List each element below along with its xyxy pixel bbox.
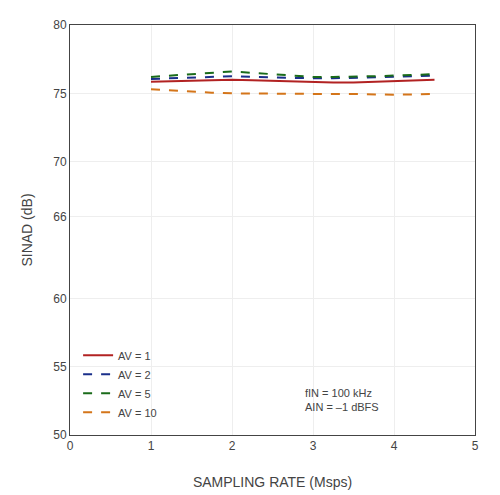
svg-text:SAMPLING RATE (Msps): SAMPLING RATE (Msps): [193, 474, 352, 490]
svg-text:AV = 10: AV = 10: [118, 407, 157, 419]
svg-text:55: 55: [53, 360, 67, 374]
svg-text:5: 5: [472, 439, 479, 453]
svg-text:1: 1: [148, 439, 155, 453]
svg-text:75: 75: [53, 87, 67, 101]
svg-text:AV = 2: AV = 2: [118, 369, 151, 381]
svg-text:4: 4: [391, 439, 398, 453]
svg-text:0: 0: [67, 439, 74, 453]
svg-text:50: 50: [53, 428, 67, 442]
svg-text:AV = 1: AV = 1: [118, 350, 151, 362]
svg-text:70: 70: [53, 155, 67, 169]
svg-text:SINAD (dB): SINAD (dB): [19, 193, 35, 266]
svg-text:AV = 5: AV = 5: [118, 388, 151, 400]
svg-text:fIN = 100 kHzAIN = –1 dBFS: fIN = 100 kHzAIN = –1 dBFS: [305, 387, 379, 413]
svg-text:66: 66: [53, 210, 67, 224]
svg-text:2: 2: [229, 439, 236, 453]
svg-text:3: 3: [310, 439, 317, 453]
svg-text:60: 60: [53, 292, 67, 306]
svg-text:80: 80: [53, 18, 67, 32]
